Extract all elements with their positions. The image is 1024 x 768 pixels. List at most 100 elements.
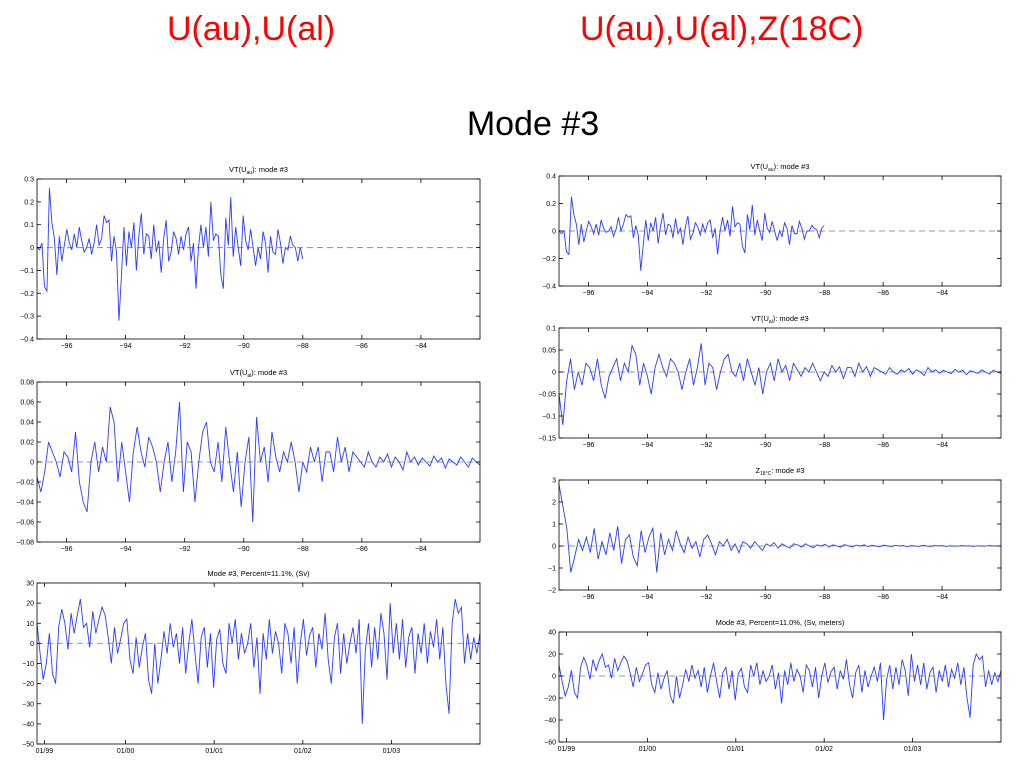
chart-l1-ytick-label: −0.3 [20,314,34,321]
chart-r3-title: Z18°C: mode #3 [755,466,804,477]
chart-r4-xtick-label: 01/03 [904,746,922,753]
chart-r1-ytick-label: 0.2 [546,201,556,208]
chart-r2-xtick-label: −86 [877,442,889,449]
chart-l2-ytick-label: 0.02 [20,440,34,447]
chart-r2-ytick-label: −0.1 [542,414,556,421]
chart-r4-ytick-label: 20 [548,652,556,659]
chart-l1-ytick-label: −0.4 [20,337,34,344]
chart-r4-ytick-label: 0 [552,674,556,681]
chart-r3-xtick-label: −92 [700,594,712,601]
chart-r4-xtick-label: 01/99 [558,746,576,753]
chart-left-mode-sv: Mode #3, Percent=11.1%, (Sv)01/99 01/00 01… [22,569,481,755]
chart-r4-ytick-label: −20 [544,696,556,703]
chart-r4-xtick-label: 01/01 [727,746,745,753]
chart-l2-ytick-label: 0.08 [20,380,34,387]
chart-r2-title: VT(Ual): mode #3 [751,314,808,325]
chart-l1-title: VT(Uau): mode #3 [229,165,288,176]
chart-r3-xtick-label: −90 [759,594,771,601]
chart-l2-ytick-label: −0.04 [16,500,34,507]
chart-l3-ytick-label: −10 [22,661,34,668]
chart-r4-ytick-label: −60 [544,740,556,747]
chart-r2-xtick-label: −96 [583,442,595,449]
chart-r3-ytick-label: 0 [552,544,556,551]
chart-l3-ytick-label: −20 [22,681,34,688]
chart-l2-xtick-label: −96 [61,546,73,553]
chart-l1-ytick-label: −0.2 [20,291,34,298]
mode-title: Mode #3 [466,105,600,143]
chart-l1-frame [36,178,481,340]
chart-l1-ytick-label: 0 [30,245,34,252]
chart-l1-xtick-label: −96 [61,343,73,350]
chart-l3-xtick-label: 01/01 [205,748,223,755]
chart-l1-ytick-label: 0.3 [24,177,34,184]
chart-l2-ytick-label: 0.06 [20,400,34,407]
chart-l2-title: VT(Ual): mode #3 [230,368,287,379]
chart-right-z18c: Z18°C: mode #3 −96 −94 −92 −90 −88 −86 −84 −2 −1 0… [548,466,1002,601]
chart-r2-xtick-label: −90 [759,442,771,449]
chart-r4-title: Mode #3, Percent=11.0%, (Sv, meters) [716,618,845,627]
chart-r1-ytick-label: −0.2 [542,256,556,263]
chart-r4-ytick-label: 40 [548,630,556,637]
chart-l3-ytick-label: 10 [26,621,34,628]
chart-r2-ytick-label: −0.15 [538,436,556,443]
chart-r2-ytick-label: 0 [552,370,556,377]
chart-l3-ytick-label: −30 [22,701,34,708]
chart-r3-ytick-label: −1 [548,566,556,573]
chart-l1-ytick-label: 0.1 [24,222,34,229]
heading-right: U(au),U(al),Z(18C) [580,10,864,48]
chart-r2-xtick-label: −88 [818,442,830,449]
chart-r1-ytick-label: 0.4 [546,174,556,181]
chart-l2-xtick-label: −88 [297,546,309,553]
chart-l1-xtick-label: −86 [356,343,368,350]
chart-r1-xtick-label: −84 [936,290,948,297]
chart-r3-xtick-label: −84 [936,594,948,601]
chart-r1-xtick-label: −92 [700,290,712,297]
heading-left: U(au),U(al) [167,10,336,48]
chart-r3-ytick-label: 2 [552,500,556,507]
chart-r2-series-line [558,343,1002,425]
chart-left-vt-ual: VT(Ual): mode #3 −96 −94 −92 −90 −88 −86 −84 −0.… [16,368,481,553]
chart-r1-xtick-label: −86 [877,290,889,297]
chart-l3-ytick-label: −40 [22,721,34,728]
chart-r3-ytick-label: 1 [552,522,556,529]
chart-l3-ytick-label: 0 [30,641,34,648]
chart-r1-title: VT(Uau): mode #3 [751,162,810,173]
chart-l2-ytick-label: −0.02 [16,480,34,487]
chart-l3-xtick-label: 01/03 [383,748,401,755]
chart-r4-series-line [558,652,1002,721]
chart-r2-ytick-label: 0.05 [542,348,556,355]
chart-r3-series-line [558,484,1002,573]
chart-r4-xtick-label: 01/00 [639,746,657,753]
chart-l1-xtick-label: −92 [179,343,191,350]
chart-r3-xtick-label: −86 [877,594,889,601]
chart-r4-frame [558,631,1002,743]
chart-l3-ytick-label: −50 [22,742,34,749]
chart-r1-xtick-label: −96 [583,290,595,297]
chart-r1-ytick-label: 0 [552,229,556,236]
chart-l3-series-line [36,599,481,724]
chart-r1-xtick-label: −94 [641,290,653,297]
chart-right-vt-uau: VT(Uau): mode #3 −96 −94 −92 −90 −88 −86 −84 −0.… [542,162,1002,297]
chart-l1-xtick-label: −90 [238,343,250,350]
chart-l1-ytick-label: −0.1 [20,268,34,275]
chart-l2-xtick-label: −94 [120,546,132,553]
chart-l3-ytick-label: 20 [26,601,34,608]
chart-l1-series-line [36,188,304,321]
chart-r1-ytick-label: −0.4 [542,284,556,291]
chart-right-mode-sv-meters: Mode #3, Percent=11.0%, (Sv, meters) 01/9… [544,618,1002,753]
chart-l1-xtick-label: −88 [297,343,309,350]
chart-l2-xtick-label: −90 [238,546,250,553]
chart-r3-xtick-label: −94 [641,594,653,601]
chart-l3-xtick-label: 01/99 [36,748,54,755]
chart-l3-xtick-label: 01/02 [294,748,312,755]
chart-r3-ytick-label: −2 [548,588,556,595]
chart-l1-ytick-label: 0.2 [24,199,34,206]
chart-r3-xtick-label: −96 [583,594,595,601]
chart-r2-xtick-label: −84 [936,442,948,449]
chart-r2-frame [558,327,1002,439]
chart-r3-ytick-label: 3 [552,478,556,485]
chart-right-vt-ual: VT(Ual): mode #3 −96 −94 −92 −90 −88 −86 −84 −0.… [538,314,1002,449]
chart-r2-xtick-label: −92 [700,442,712,449]
chart-r2-xtick-label: −94 [641,442,653,449]
chart-l2-xtick-label: −92 [179,546,191,553]
